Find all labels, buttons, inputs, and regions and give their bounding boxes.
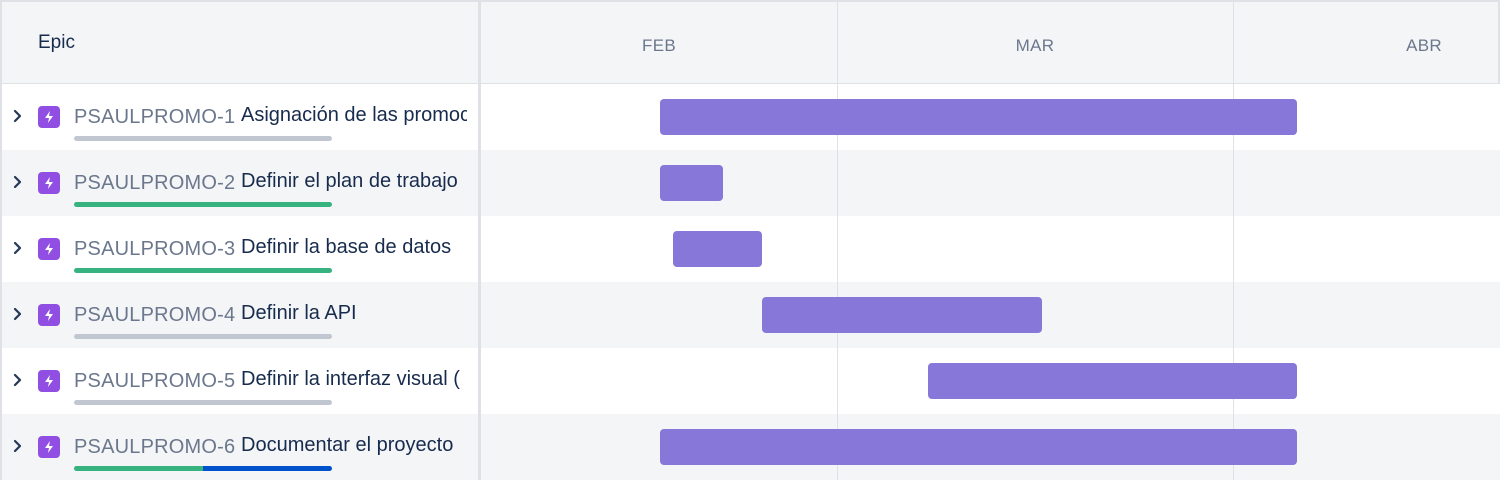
epic-lightning-icon: [38, 106, 60, 128]
progress-bar: [74, 400, 332, 405]
chevron-right-icon[interactable]: [12, 236, 28, 260]
epic-row[interactable]: PSAULPROMO-6 Documentar el proyecto: [2, 414, 479, 480]
month-divider: [837, 2, 838, 480]
issue-key[interactable]: PSAULPROMO-3: [74, 238, 236, 260]
epic-row[interactable]: PSAULPROMO-5 Definir la interfaz visual …: [2, 348, 479, 414]
progress-bar: [74, 466, 332, 471]
epic-timeline-bar[interactable]: [673, 231, 762, 267]
month-label-mar: MAR: [1015, 36, 1055, 55]
epic-lightning-icon: [38, 436, 60, 458]
epic-lightning-icon: [38, 238, 60, 260]
epic-lightning-icon: [38, 304, 60, 326]
month-divider: [1233, 2, 1234, 480]
chevron-right-icon[interactable]: [12, 170, 28, 194]
epic-timeline-bar[interactable]: [660, 165, 723, 201]
timeline-row: [481, 150, 1500, 216]
issue-summary[interactable]: Definir la interfaz visual (: [241, 368, 460, 390]
epic-timeline-bar[interactable]: [660, 429, 1297, 465]
progress-bar: [74, 202, 332, 207]
month-label-feb: FEB: [642, 36, 676, 55]
panel-divider[interactable]: [478, 0, 481, 480]
epic-lightning-icon: [38, 172, 60, 194]
epic-timeline-bar[interactable]: [660, 99, 1297, 135]
epic-list-header: Epic: [2, 0, 479, 84]
issue-key[interactable]: PSAULPROMO-4: [74, 304, 236, 326]
issue-key[interactable]: PSAULPROMO-6: [74, 436, 236, 458]
issue-summary[interactable]: Definir la API: [241, 302, 357, 324]
epic-timeline-bar[interactable]: [762, 297, 1042, 333]
issue-key[interactable]: PSAULPROMO-5: [74, 370, 236, 392]
chevron-right-icon[interactable]: [12, 104, 28, 128]
progress-bar: [74, 136, 332, 141]
epic-list-panel: [0, 0, 479, 480]
epic-row[interactable]: PSAULPROMO-1 Asignación de las promocion…: [2, 84, 479, 150]
progress-bar: [74, 268, 332, 273]
epic-row[interactable]: PSAULPROMO-4 Definir la API: [2, 282, 479, 348]
issue-summary[interactable]: Definir el plan de trabajo: [241, 170, 458, 192]
chevron-right-icon[interactable]: [12, 434, 28, 458]
issue-summary[interactable]: Documentar el proyecto: [241, 434, 454, 456]
chevron-right-icon[interactable]: [12, 368, 28, 392]
issue-key[interactable]: PSAULPROMO-1: [74, 106, 236, 128]
issue-summary[interactable]: Definir la base de datos: [241, 236, 452, 258]
issue-summary[interactable]: Asignación de las promociones: [241, 104, 467, 126]
chevron-right-icon[interactable]: [12, 302, 28, 326]
timeline-row: [481, 216, 1500, 282]
month-label-abr: ABR: [1406, 36, 1442, 55]
epic-row[interactable]: PSAULPROMO-3 Definir la base de datos: [2, 216, 479, 282]
epic-row[interactable]: PSAULPROMO-2 Definir el plan de trabajo: [2, 150, 479, 216]
progress-bar: [74, 334, 332, 339]
epic-timeline-bar[interactable]: [928, 363, 1297, 399]
epic-column-header: Epic: [38, 32, 75, 53]
issue-key[interactable]: PSAULPROMO-2: [74, 172, 236, 194]
timeline-header: FEB MAR ABR: [481, 0, 1500, 84]
timeline-panel: FEB MAR ABR: [481, 0, 1500, 480]
epic-lightning-icon: [38, 370, 60, 392]
